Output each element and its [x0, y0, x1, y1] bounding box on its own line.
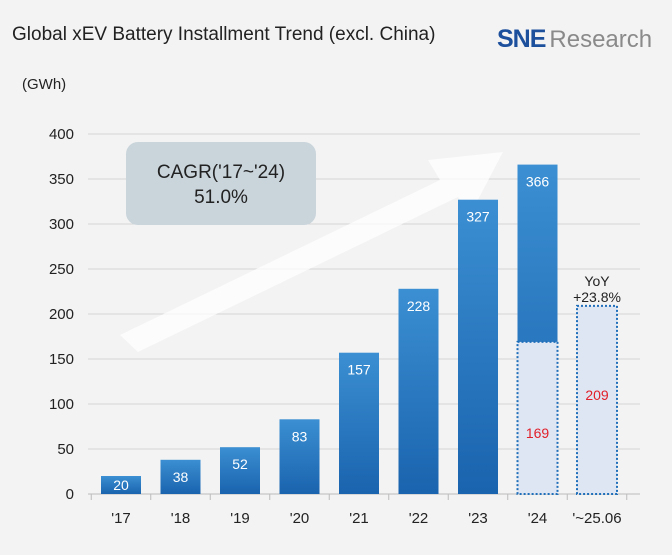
x-tick-label: '19 [230, 510, 250, 527]
yoy-value: +23.8% [573, 289, 621, 305]
cagr-box [126, 142, 316, 225]
y-tick-label: 400 [49, 126, 74, 143]
x-tick-label: '~25.06 [572, 510, 621, 527]
y-tick-label: 50 [57, 441, 74, 458]
cagr-label: CAGR('17~'24) [157, 162, 285, 183]
x-tick-label: '20 [290, 510, 310, 527]
partial-value-label: 209 [585, 387, 609, 403]
x-tick-label: '23 [468, 510, 488, 527]
x-tick-label: '17 [111, 510, 131, 527]
bar [458, 199, 498, 494]
bar [279, 419, 320, 494]
bar [101, 476, 141, 494]
y-tick-label: 200 [49, 306, 74, 323]
partial-bar [516, 340, 559, 495]
bar-value-label: 20 [113, 477, 129, 493]
y-tick-label: 350 [49, 171, 74, 188]
sne-research-logo: SNE Research [497, 25, 652, 54]
bar [160, 459, 201, 494]
bar-value-label: 157 [347, 362, 371, 378]
bar-value-label: 228 [407, 298, 431, 314]
bar [339, 352, 379, 494]
x-tick-label: '24 [528, 510, 548, 527]
y-axis-unit: (GWh) [22, 76, 67, 93]
bar-value-label: 366 [526, 174, 550, 190]
x-tick-label: '22 [409, 510, 429, 527]
yoy-label: YoY [584, 273, 610, 289]
bar-value-label: 38 [173, 469, 189, 485]
chart-title: Global xEV Battery Installment Trend (ex… [12, 24, 436, 45]
partial-bar [576, 304, 618, 495]
x-tick-label: '18 [171, 510, 191, 527]
y-tick-label: 250 [49, 261, 74, 278]
bar-value-label: 327 [466, 209, 490, 225]
bar-value-label: 83 [292, 428, 308, 444]
bar [398, 288, 439, 494]
logo-brand: SNE [497, 25, 546, 53]
cagr-value: 51.0% [194, 187, 248, 208]
growth-arrow [120, 152, 503, 352]
y-tick-label: 300 [49, 216, 74, 233]
bar-value-label: 52 [232, 456, 248, 472]
bar [220, 447, 260, 494]
y-tick-label: 0 [66, 486, 74, 503]
y-tick-label: 150 [49, 351, 74, 368]
logo-suffix: Research [549, 26, 653, 53]
y-tick-label: 100 [49, 396, 74, 413]
x-tick-label: '21 [349, 510, 369, 527]
partial-value-label: 169 [526, 425, 550, 441]
